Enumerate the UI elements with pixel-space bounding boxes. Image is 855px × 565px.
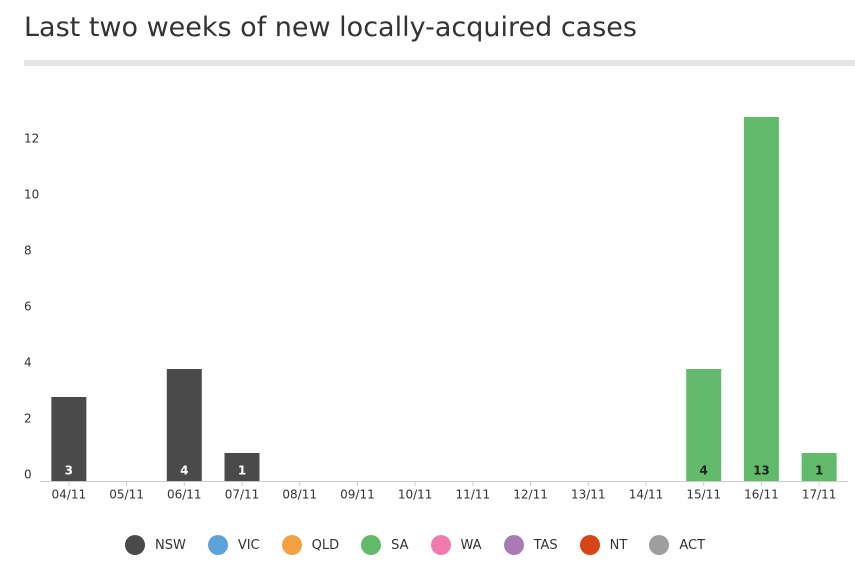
legend-item[interactable]: SA <box>361 535 409 555</box>
legend-swatch <box>361 535 382 555</box>
legend-swatch <box>649 535 670 555</box>
chart-title: Last two weeks of new locally-acquired c… <box>24 12 637 43</box>
y-tick-label: 8 <box>24 244 32 258</box>
data-label: 3 <box>65 464 73 478</box>
data-label: 4 <box>700 464 708 478</box>
legend-label: VIC <box>237 537 260 553</box>
x-tick-label: 05/11 <box>109 488 144 502</box>
legend-swatch <box>430 535 451 555</box>
legend-label: QLD <box>311 537 340 553</box>
legend-item[interactable]: WA <box>430 535 482 555</box>
legend-label: NT <box>609 537 628 553</box>
bar <box>224 453 260 481</box>
y-tick-label: 0 <box>24 468 32 482</box>
legend: NSW VIC QLD SA WA TAS NT ACT <box>0 535 830 555</box>
legend-swatch <box>124 535 145 555</box>
legend-label: NSW <box>154 537 186 553</box>
bar <box>51 397 87 481</box>
legend-label: TAS <box>533 537 558 553</box>
y-tick-label: 12 <box>24 132 39 146</box>
title-rule <box>24 60 855 66</box>
x-tick-label: 13/11 <box>571 488 606 502</box>
y-tick-label: 6 <box>24 300 32 314</box>
bar <box>801 453 837 481</box>
x-tick-label: 12/11 <box>513 488 548 502</box>
x-tick-label: 09/11 <box>340 488 375 502</box>
y-tick-label: 10 <box>24 188 39 202</box>
legend-item[interactable]: TAS <box>503 535 558 555</box>
legend-item[interactable]: NT <box>579 535 628 555</box>
legend-label: WA <box>460 537 482 553</box>
legend-label: ACT <box>679 537 706 553</box>
legend-item[interactable]: NSW <box>124 535 186 555</box>
legend-label: SA <box>391 537 409 553</box>
data-label: 1 <box>238 464 246 478</box>
x-tick-label: 04/11 <box>52 488 87 502</box>
legend-swatch <box>281 535 302 555</box>
data-label: 13 <box>753 464 770 478</box>
x-tick-label: 14/11 <box>629 488 664 502</box>
x-tick-label: 16/11 <box>744 488 779 502</box>
x-tick-label: 17/11 <box>802 488 837 502</box>
y-tick-label: 4 <box>24 356 32 370</box>
legend-swatch <box>579 535 600 555</box>
x-tick-label: 06/11 <box>167 488 202 502</box>
legend-item[interactable]: VIC <box>207 535 260 555</box>
x-tick-label: 07/11 <box>225 488 260 502</box>
x-tick-label: 15/11 <box>686 488 721 502</box>
x-tick-label: 11/11 <box>456 488 491 502</box>
legend-item[interactable]: QLD <box>281 535 340 555</box>
chart: 0 2 4 6 8 10 12 04/11 3 05/11 06/11 4 07/11 1 08/11 09/… <box>24 117 848 502</box>
bar <box>166 369 202 481</box>
legend-item[interactable]: ACT <box>649 535 705 555</box>
legend-swatch <box>503 535 524 555</box>
bar <box>743 117 779 481</box>
x-tick-label: 10/11 <box>398 488 433 502</box>
legend-swatch <box>207 535 228 555</box>
x-tick-label: 08/11 <box>282 488 317 502</box>
y-tick-label: 2 <box>24 412 32 426</box>
data-label: 1 <box>815 464 823 478</box>
bar <box>686 369 722 481</box>
data-label: 4 <box>180 464 188 478</box>
